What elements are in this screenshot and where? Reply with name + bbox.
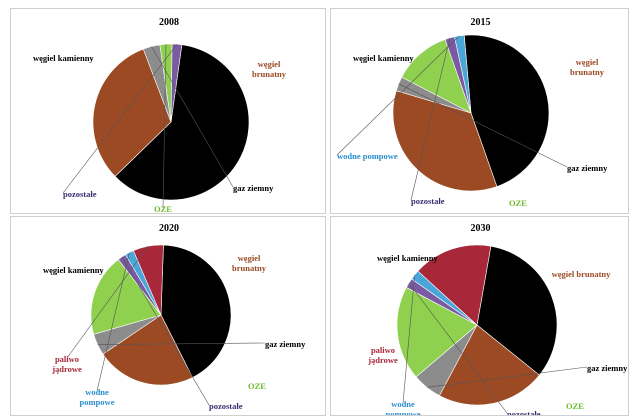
leader-line [97, 342, 266, 345]
slice-label-wegiel-brunatny: węgiel brunatny [252, 59, 287, 79]
slice-label-wegiel-kamienny: węgiel kamienny [353, 53, 414, 63]
pie-slices [396, 244, 558, 406]
slice-label-gaz-ziemny: gaz ziemny [567, 163, 608, 173]
leader-line [398, 83, 568, 168]
pie-slice-wegiel-kamienny [160, 244, 232, 378]
pie-chart-2020: 2020 węgiel kamienny węgiel brunatny gaz zie… [43, 223, 306, 411]
slice-label-wodne-pompowe: wodne pompowe [386, 399, 421, 416]
chart-panel-2008: 2008 węgiel kamienny węgiel brunatny gaz zie… [10, 8, 326, 214]
leader-line [408, 282, 508, 414]
slice-label-wegiel-brunatny: węgiel brunatny [570, 57, 605, 77]
slice-label-wegiel-brunatny: węgiel brunatny [552, 269, 612, 279]
pie-slice-wegiel-kamienny [476, 245, 558, 376]
pie-chart-2015: 2015 węgiel kamienny węgiel brunatny gaz zie… [336, 17, 608, 208]
leader-line [162, 44, 167, 209]
leader-line [62, 44, 178, 194]
pie-labels: węgiel kamienny węgiel brunatny gaz ziemny… [367, 253, 628, 416]
pie-slice-paliwo-jadrowe [417, 244, 492, 326]
pie-slices [90, 244, 232, 386]
slice-label-paliwo-jadrowe: paliwo jądrowe [51, 354, 82, 374]
pie-slices [392, 34, 550, 192]
pie-slice-oze [90, 259, 162, 335]
slice-label-pozostale: pozostałe [209, 401, 243, 411]
slice-label-gaz-ziemny: gaz ziemny [265, 339, 306, 349]
pie-slices [92, 43, 250, 201]
pie-slice-wegiel-kamienny [463, 34, 550, 187]
slice-label-pozostale: pozostałe [63, 189, 97, 199]
slice-label-wegiel-brunatny: węgiel brunatny [232, 253, 267, 273]
pie-slice-wegiel-brunatny [92, 48, 172, 177]
slice-label-wodne-pompowe: wodne pompowe [80, 387, 115, 407]
chart-title: 2030 [471, 223, 491, 234]
leader-line [410, 37, 451, 201]
slice-label-paliwo-jadrowe: paliwo jądrowe [367, 345, 398, 365]
pie-slice-wegiel-brunatny [102, 314, 193, 386]
chart-title: 2008 [159, 17, 179, 28]
pie-chart-2030: 2030 węgiel kamienny węgiel brunatny gaz zi… [367, 223, 628, 416]
chart-title: 2015 [471, 17, 491, 28]
slice-label-wodne-pompowe: wodne pompowe [337, 151, 398, 161]
slice-label-pozostale: pozostałe [411, 196, 445, 206]
slice-label-oze: OZE [509, 198, 527, 208]
pie-slice-wegiel-kamienny [114, 44, 250, 201]
leader-line [121, 256, 210, 406]
pie-chart-2008: 2008 węgiel kamienny węgiel brunatny gaz zie… [33, 17, 287, 214]
pie-slice-oze [396, 287, 478, 378]
slice-label-wegiel-kamienny: węgiel kamienny [33, 53, 94, 63]
slice-label-gaz-ziemny: gaz ziemny [587, 363, 628, 373]
slice-label-oze: OZE [154, 204, 172, 214]
pie-slice-wegiel-brunatny [439, 324, 540, 406]
leader-line [66, 246, 149, 359]
slice-label-pozostale: pozostałe [507, 409, 541, 416]
leader-line [402, 274, 415, 404]
slice-label-wegiel-kamienny: węgiel kamienny [377, 253, 438, 263]
chart-title: 2020 [159, 223, 179, 234]
slice-label-oze: OZE [566, 401, 584, 411]
leader-line [96, 252, 130, 392]
leader-line [151, 46, 234, 188]
leader-line [336, 35, 460, 156]
pie-slice-wodne-pompowe [454, 34, 472, 114]
chart-panel-2015: 2015 węgiel kamienny węgiel brunatny gaz zie… [330, 8, 629, 214]
chart-panel-2030: 2030 węgiel kamienny węgiel brunatny gaz zi… [330, 216, 629, 416]
slice-label-oze: OZE [248, 381, 266, 391]
chart-panel-2020: 2020 węgiel kamienny węgiel brunatny gaz zie… [10, 216, 326, 416]
leader-line [426, 366, 588, 388]
slice-label-gaz-ziemny: gaz ziemny [233, 183, 274, 193]
slice-label-wegiel-kamienny: węgiel kamienny [43, 265, 104, 275]
